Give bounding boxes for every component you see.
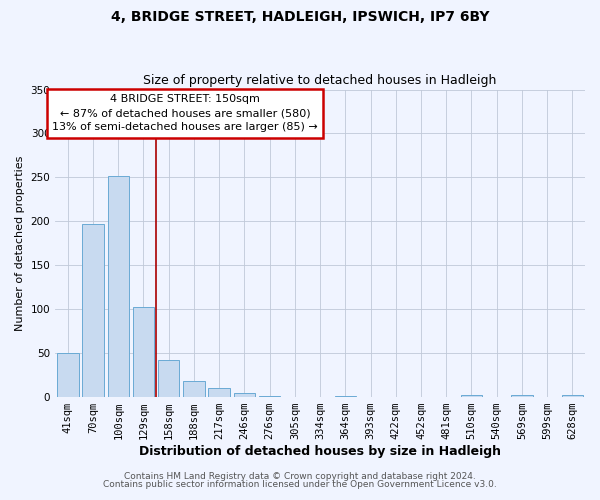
Y-axis label: Number of detached properties: Number of detached properties bbox=[15, 156, 25, 331]
Text: Contains HM Land Registry data © Crown copyright and database right 2024.: Contains HM Land Registry data © Crown c… bbox=[124, 472, 476, 481]
Bar bbox=[82, 224, 104, 396]
Bar bbox=[562, 395, 583, 396]
Bar bbox=[233, 393, 255, 396]
Title: Size of property relative to detached houses in Hadleigh: Size of property relative to detached ho… bbox=[143, 74, 497, 87]
X-axis label: Distribution of detached houses by size in Hadleigh: Distribution of detached houses by size … bbox=[139, 444, 501, 458]
Bar bbox=[107, 176, 129, 396]
Bar bbox=[158, 360, 179, 397]
Bar bbox=[511, 395, 533, 396]
Bar bbox=[461, 395, 482, 396]
Bar bbox=[57, 352, 79, 397]
Bar bbox=[183, 381, 205, 396]
Bar bbox=[133, 307, 154, 396]
Bar bbox=[208, 388, 230, 396]
Text: Contains public sector information licensed under the Open Government Licence v3: Contains public sector information licen… bbox=[103, 480, 497, 489]
Text: 4, BRIDGE STREET, HADLEIGH, IPSWICH, IP7 6BY: 4, BRIDGE STREET, HADLEIGH, IPSWICH, IP7… bbox=[111, 10, 489, 24]
Text: 4 BRIDGE STREET: 150sqm
← 87% of detached houses are smaller (580)
13% of semi-d: 4 BRIDGE STREET: 150sqm ← 87% of detache… bbox=[52, 94, 318, 132]
